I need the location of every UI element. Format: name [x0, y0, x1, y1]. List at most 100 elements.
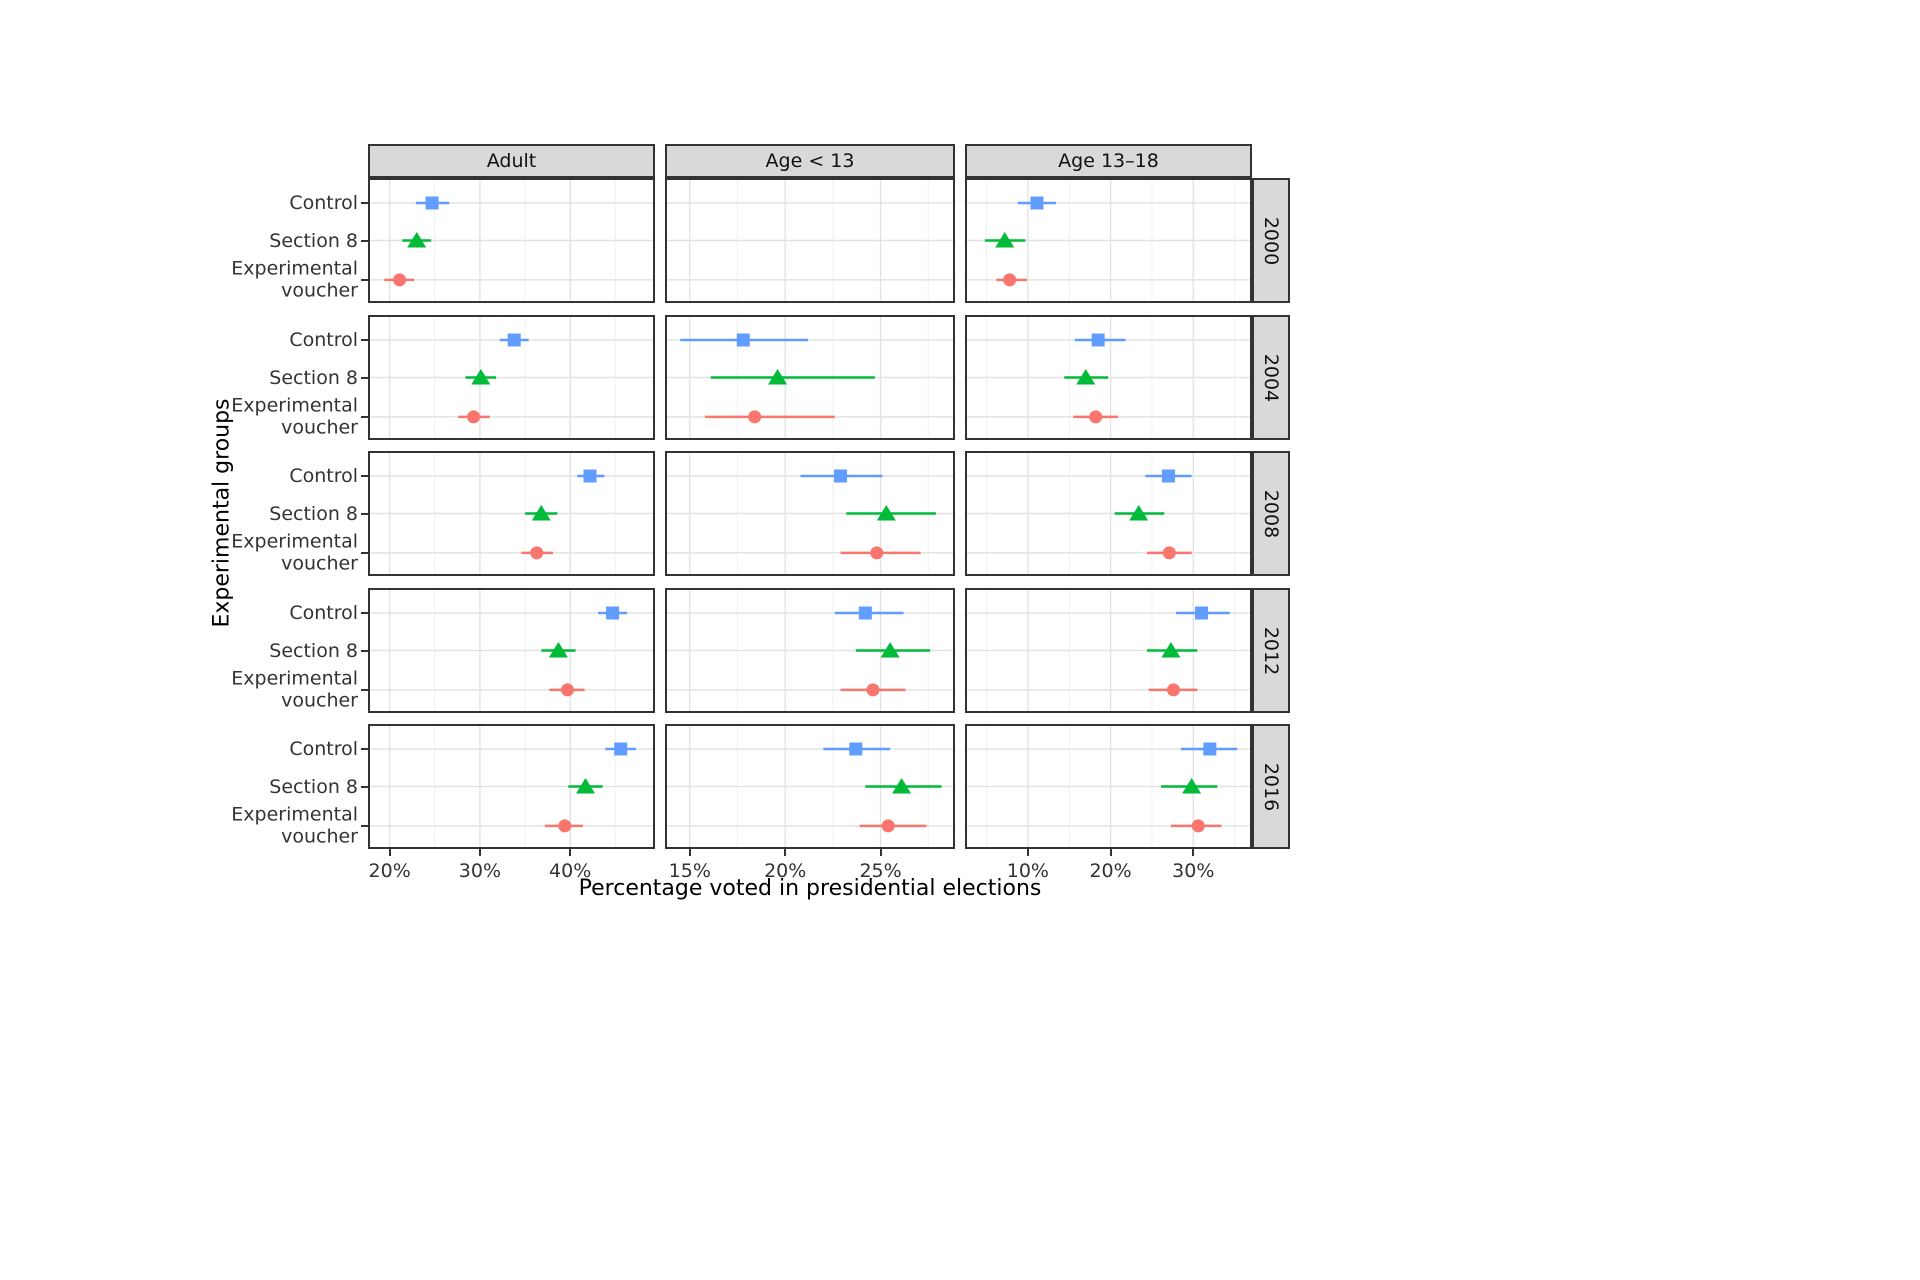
y-category-label: Experimental voucher: [120, 257, 358, 302]
facet-row-label: 2008: [1260, 489, 1283, 538]
y-axis-tick: [361, 339, 368, 341]
x-axis-tick: [1026, 849, 1029, 856]
point-circle-experimental-voucher: [560, 683, 574, 697]
facet-col-label: Age 13–18: [1058, 150, 1159, 172]
y-axis-tick: [361, 551, 368, 554]
y-axis-tick: [361, 376, 368, 379]
panel-2016-col1: [665, 724, 955, 849]
y-category-label: Control: [120, 738, 358, 760]
point-triangle-section8: [407, 232, 427, 248]
x-axis-tick: [478, 849, 481, 856]
y-category-label-line: Experimental: [231, 394, 358, 417]
y-category-label-line: Control: [289, 191, 358, 214]
y-category-label: Control: [120, 329, 358, 351]
y-category-label: Experimental voucher: [120, 530, 358, 575]
point-square-control: [849, 742, 863, 756]
panel-border: [965, 724, 1252, 849]
point-square-control: [1203, 742, 1217, 756]
point-circle-experimental-voucher: [881, 819, 895, 833]
facet-row-label: 2012: [1260, 626, 1283, 675]
panel-2008-col2: [965, 451, 1252, 576]
y-category-label-line: Control: [289, 464, 358, 487]
y-axis-tick: [361, 475, 368, 477]
facet-row-strip: 2012: [1252, 588, 1290, 713]
point-circle-experimental-voucher: [748, 410, 762, 424]
panel-2000-col1: [665, 178, 955, 303]
panel-border: [665, 315, 955, 440]
point-square-control: [606, 606, 620, 620]
panel-border: [665, 451, 955, 576]
panel-border: [665, 724, 955, 849]
y-category-label: Experimental voucher: [120, 803, 358, 848]
point-circle-experimental-voucher: [866, 683, 880, 697]
facet-row-strip: 2008: [1252, 451, 1290, 576]
x-axis-tick: [1109, 849, 1112, 856]
y-category-label-line: Section 8: [269, 502, 358, 525]
y-axis-tick: [361, 785, 368, 788]
y-category-label: Experimental voucher: [120, 394, 358, 439]
y-axis-tick: [361, 415, 368, 418]
panel-border: [368, 451, 655, 576]
point-triangle-section8: [471, 369, 491, 385]
point-triangle-section8: [576, 778, 596, 794]
y-category-label-line: Section 8: [269, 366, 358, 389]
panel-2004-col0: [368, 315, 655, 440]
panel-border: [368, 724, 655, 849]
panel-2008-col0: [368, 451, 655, 576]
facet-row-strip: 2000: [1252, 178, 1290, 303]
y-category-label-line: Experimental: [231, 667, 358, 690]
point-circle-experimental-voucher: [1191, 819, 1205, 833]
point-triangle-section8: [892, 778, 912, 794]
point-square-control: [1030, 196, 1044, 210]
y-category-label-line: voucher: [281, 279, 358, 302]
x-axis-tick: [688, 849, 691, 856]
facet-col-strip: Adult: [368, 144, 655, 178]
y-category-label-line: Experimental: [231, 803, 358, 826]
panel-border: [965, 315, 1252, 440]
point-circle-experimental-voucher: [870, 546, 884, 560]
y-category-label: Section 8: [120, 775, 358, 797]
point-square-control: [858, 606, 872, 620]
panel-2008-col1: [665, 451, 955, 576]
point-circle-experimental-voucher: [558, 819, 572, 833]
point-circle-experimental-voucher: [1089, 410, 1103, 424]
y-category-label-line: Experimental: [231, 257, 358, 280]
y-axis-tick: [361, 649, 368, 652]
y-category-label-line: voucher: [281, 416, 358, 439]
point-circle-experimental-voucher: [1003, 273, 1017, 287]
y-category-label-line: Control: [289, 737, 358, 760]
point-triangle-section8: [1161, 642, 1181, 658]
y-category-label: Section 8: [120, 366, 358, 388]
facet-col-label: Adult: [486, 150, 537, 172]
point-circle-experimental-voucher: [1166, 683, 1180, 697]
y-axis-tick: [361, 239, 368, 242]
facet-col-strip: Age < 13: [665, 144, 955, 178]
point-circle-experimental-voucher: [1162, 546, 1176, 560]
panel-2016-col2: [965, 724, 1252, 849]
x-axis-tick: [388, 849, 391, 856]
facet-row-label: 2004: [1260, 353, 1283, 402]
y-category-label: Experimental voucher: [120, 667, 358, 712]
panel-border: [368, 588, 655, 713]
point-circle-experimental-voucher: [467, 410, 481, 424]
y-axis-tick: [361, 748, 368, 750]
x-tick-label: 30%: [458, 860, 502, 882]
point-square-control: [583, 469, 597, 483]
x-tick-label: 20%: [764, 860, 807, 882]
point-triangle-section8: [1129, 505, 1149, 521]
y-category-label-line: voucher: [281, 825, 358, 848]
point-circle-experimental-voucher: [530, 546, 544, 560]
panel-border: [665, 178, 955, 303]
y-axis-tick: [361, 688, 368, 691]
facet-row-label: 2016: [1260, 762, 1283, 811]
x-tick-label: 30%: [1172, 860, 1215, 882]
x-axis-tick: [879, 849, 882, 856]
y-category-label-line: voucher: [281, 552, 358, 575]
point-square-control: [425, 196, 439, 210]
y-axis-tick: [361, 278, 368, 281]
point-triangle-section8: [995, 232, 1015, 248]
point-square-control: [834, 469, 848, 483]
y-category-label-line: Control: [289, 601, 358, 624]
panel-border: [965, 451, 1252, 576]
y-category-label-line: Experimental: [231, 530, 358, 553]
